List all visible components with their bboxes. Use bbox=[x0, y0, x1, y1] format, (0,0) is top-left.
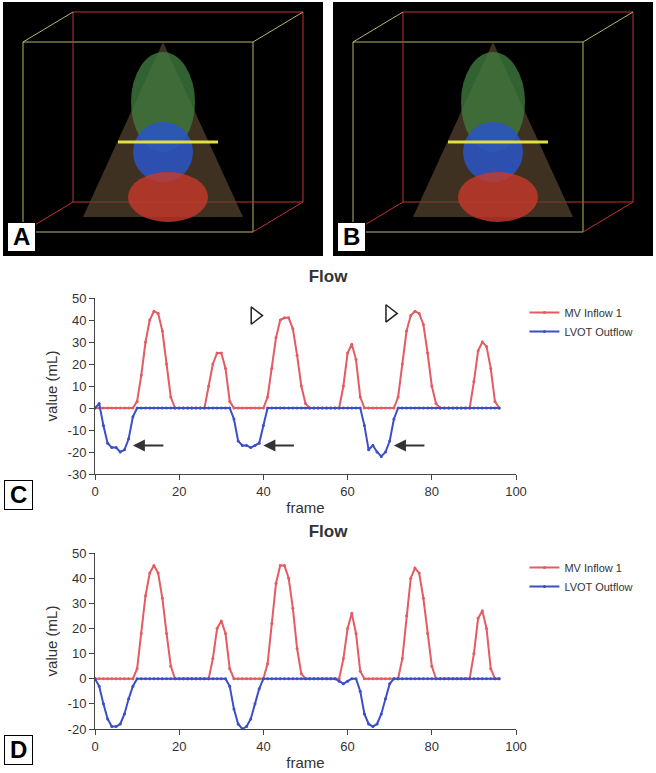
svg-text:-10: -10 bbox=[68, 696, 87, 711]
html-text:C: C bbox=[10, 481, 28, 508]
svg-text:60: 60 bbox=[340, 739, 354, 754]
svg-text:80: 80 bbox=[425, 484, 439, 499]
svg-text:LVOT Outflow: LVOT Outflow bbox=[564, 581, 632, 593]
svg-text:50: 50 bbox=[72, 291, 86, 306]
svg-text:frame: frame bbox=[286, 754, 324, 771]
svg-text:value (mL): value (mL) bbox=[43, 606, 60, 677]
svg-text:60: 60 bbox=[340, 484, 354, 499]
svg-text:-20: -20 bbox=[68, 445, 87, 460]
svg-text:100: 100 bbox=[505, 484, 527, 499]
svg-text:0: 0 bbox=[91, 484, 98, 499]
svg-text:50: 50 bbox=[72, 546, 86, 561]
svg-text:0: 0 bbox=[79, 671, 86, 686]
svg-text:0: 0 bbox=[79, 401, 86, 416]
svg-text:40: 40 bbox=[72, 571, 86, 586]
html-text:B: B bbox=[343, 223, 361, 250]
html-text:A: A bbox=[13, 223, 31, 250]
svg-text:40: 40 bbox=[256, 484, 270, 499]
svg-text:Flow: Flow bbox=[309, 522, 348, 541]
svg-text:10: 10 bbox=[72, 379, 86, 394]
svg-text:-20: -20 bbox=[68, 722, 87, 737]
svg-text:-30: -30 bbox=[68, 467, 87, 482]
svg-text:Flow: Flow bbox=[309, 267, 348, 286]
svg-text:frame: frame bbox=[286, 499, 324, 516]
svg-text:LVOT Outflow: LVOT Outflow bbox=[564, 326, 632, 338]
svg-text:20: 20 bbox=[172, 739, 186, 754]
svg-text:30: 30 bbox=[72, 335, 86, 350]
svg-text:0: 0 bbox=[91, 739, 98, 754]
svg-text:30: 30 bbox=[72, 596, 86, 611]
svg-text:40: 40 bbox=[72, 313, 86, 328]
svg-text:20: 20 bbox=[172, 484, 186, 499]
svg-text:40: 40 bbox=[256, 739, 270, 754]
svg-text:100: 100 bbox=[505, 739, 527, 754]
svg-text:20: 20 bbox=[72, 357, 86, 372]
html-text:D: D bbox=[10, 736, 28, 763]
svg-text:-10: -10 bbox=[68, 423, 87, 438]
svg-text:value (mL): value (mL) bbox=[43, 351, 60, 422]
svg-text:10: 10 bbox=[72, 646, 86, 661]
svg-text:80: 80 bbox=[425, 739, 439, 754]
svg-text:20: 20 bbox=[72, 621, 86, 636]
svg-text:MV Inflow 1: MV Inflow 1 bbox=[564, 307, 621, 319]
svg-text:MV Inflow 1: MV Inflow 1 bbox=[564, 562, 621, 574]
